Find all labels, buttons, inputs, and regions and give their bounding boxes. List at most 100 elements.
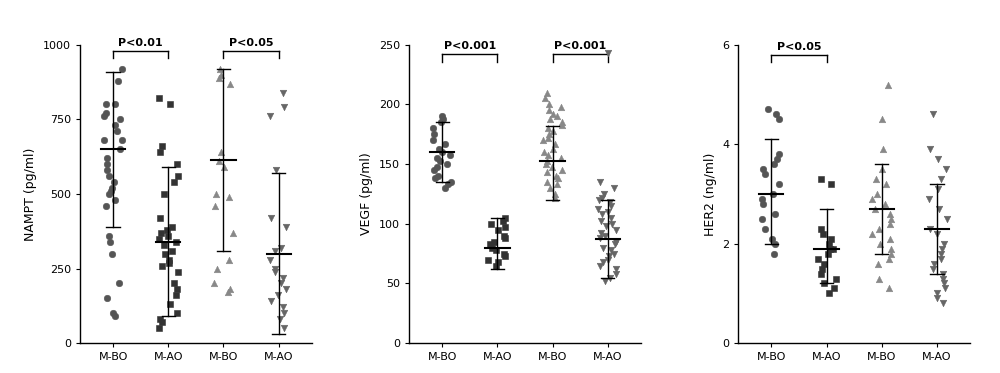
- Point: [603, 215, 619, 221]
- Point: [878, 181, 894, 187]
- Point: [594, 195, 610, 201]
- Point: [541, 101, 557, 107]
- Point: [874, 166, 890, 172]
- Point: [212, 66, 228, 72]
- Text: P<0.05: P<0.05: [229, 38, 273, 48]
- Point: [154, 263, 170, 269]
- Point: [152, 149, 168, 155]
- Point: [206, 280, 222, 286]
- Point: [488, 247, 504, 253]
- Point: [870, 261, 886, 267]
- Point: [926, 261, 942, 267]
- Point: [267, 269, 283, 275]
- Point: [769, 156, 785, 162]
- Point: [430, 173, 446, 179]
- Point: [554, 122, 570, 128]
- Point: [757, 171, 773, 177]
- Point: [880, 82, 896, 88]
- Point: [429, 155, 445, 161]
- Point: [603, 203, 619, 209]
- Point: [157, 251, 173, 257]
- Point: [222, 286, 238, 292]
- Point: [111, 280, 127, 286]
- Point: [98, 101, 114, 107]
- Text: P<0.001: P<0.001: [444, 41, 496, 51]
- Point: [152, 215, 168, 221]
- Point: [107, 313, 123, 319]
- Point: [275, 304, 291, 310]
- Point: [99, 167, 115, 173]
- Point: [869, 191, 885, 197]
- Point: [767, 211, 783, 217]
- Point: [931, 206, 947, 212]
- Point: [162, 301, 178, 307]
- Point: [766, 161, 782, 167]
- Point: [262, 257, 278, 263]
- Point: [600, 209, 616, 215]
- Point: [925, 112, 941, 117]
- Point: [159, 227, 175, 233]
- Point: [496, 233, 512, 239]
- Point: [767, 241, 783, 247]
- Point: [101, 191, 117, 197]
- Point: [170, 269, 186, 275]
- Point: [871, 276, 887, 282]
- Point: [874, 116, 890, 122]
- Point: [550, 175, 566, 181]
- Point: [596, 191, 612, 197]
- Point: [864, 231, 880, 237]
- Point: [871, 226, 887, 232]
- Point: [213, 149, 229, 155]
- Point: [482, 241, 498, 247]
- Point: [595, 245, 611, 251]
- Point: [881, 256, 897, 261]
- Point: [497, 235, 513, 241]
- Point: [101, 173, 117, 179]
- Point: [935, 270, 951, 276]
- Point: [211, 75, 227, 81]
- Point: [929, 291, 945, 297]
- Point: [547, 191, 563, 197]
- Point: [597, 278, 613, 284]
- Point: [867, 206, 883, 212]
- Point: [935, 276, 951, 282]
- Point: [602, 199, 618, 205]
- Point: [112, 116, 128, 122]
- Point: [593, 219, 609, 225]
- Point: [755, 201, 771, 207]
- Point: [814, 266, 830, 272]
- Point: [495, 219, 511, 225]
- Point: [540, 135, 556, 141]
- Point: [216, 164, 232, 170]
- Point: [169, 161, 185, 167]
- Point: [823, 181, 839, 187]
- Point: [110, 78, 126, 84]
- Point: [881, 285, 897, 291]
- Point: [101, 233, 117, 239]
- Point: [267, 248, 283, 254]
- Point: [221, 257, 237, 263]
- Point: [823, 236, 839, 242]
- Point: [608, 239, 624, 245]
- Point: [592, 263, 608, 269]
- Point: [539, 90, 555, 95]
- Point: [771, 116, 787, 122]
- Point: [169, 310, 185, 316]
- Point: [434, 113, 450, 119]
- Point: [597, 233, 613, 239]
- Point: [553, 155, 569, 161]
- Point: [96, 113, 112, 119]
- Point: [590, 207, 606, 213]
- Point: [604, 221, 620, 227]
- Point: [152, 316, 168, 322]
- Point: [929, 295, 945, 301]
- Point: [490, 227, 506, 233]
- Point: [114, 137, 130, 143]
- Point: [268, 167, 284, 173]
- Point: [443, 179, 459, 185]
- Point: [771, 151, 787, 157]
- Point: [821, 291, 837, 297]
- Point: [161, 257, 177, 263]
- Point: [497, 215, 513, 221]
- Point: [153, 230, 169, 236]
